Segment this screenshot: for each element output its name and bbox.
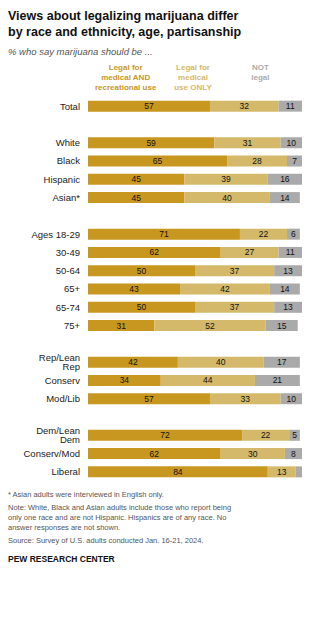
svg-text:Black: Black	[57, 155, 80, 166]
svg-text:42: 42	[220, 284, 230, 294]
svg-text:31: 31	[243, 138, 253, 148]
svg-text:14: 14	[280, 284, 290, 294]
svg-text:65: 65	[153, 156, 163, 166]
svg-text:Mod/Lib: Mod/Lib	[46, 393, 80, 404]
svg-text:50-64: 50-64	[56, 265, 80, 276]
svg-text:30: 30	[248, 449, 258, 459]
svg-text:5: 5	[292, 430, 297, 440]
svg-text:72: 72	[160, 430, 170, 440]
svg-text:31: 31	[116, 321, 126, 331]
svg-text:Liberal: Liberal	[51, 466, 80, 477]
svg-text:Rep/LeanRep: Rep/LeanRep	[39, 352, 80, 373]
svg-text:32: 32	[239, 101, 249, 111]
svg-text:Hispanic: Hispanic	[44, 174, 81, 185]
svg-text:16: 16	[280, 174, 290, 184]
svg-text:52: 52	[205, 321, 215, 331]
svg-text:40: 40	[216, 357, 226, 367]
svg-text:59: 59	[146, 138, 156, 148]
svg-text:45: 45	[131, 174, 141, 184]
svg-text:62: 62	[150, 247, 160, 257]
svg-text:Conserv/Mod: Conserv/Mod	[24, 448, 81, 459]
html-text:NOT legal: NOT legal	[251, 63, 270, 82]
svg-text:17: 17	[277, 357, 287, 367]
svg-text:62: 62	[150, 449, 160, 459]
svg-text:Ages 18-29: Ages 18-29	[31, 229, 80, 240]
svg-text:7: 7	[292, 156, 297, 166]
svg-text:65+: 65+	[64, 283, 81, 294]
svg-text:42: 42	[128, 357, 138, 367]
svg-text:65-74: 65-74	[56, 302, 80, 313]
svg-text:Dem/LeanDem: Dem/LeanDem	[36, 425, 80, 446]
svg-text:White: White	[56, 137, 80, 148]
svg-text:13: 13	[283, 266, 293, 276]
svg-text:33: 33	[241, 394, 251, 404]
svg-text:10: 10	[287, 138, 297, 148]
html-text:Source: Survey of U.S. adults: Source: Survey of U.S. adults conducted …	[8, 536, 204, 545]
svg-text:37: 37	[230, 302, 240, 312]
html-text:PEW RESEARCH CENTER: PEW RESEARCH CENTER	[8, 554, 115, 564]
html-text:% who say marijuana should be: % who say marijuana should be ...	[8, 46, 153, 57]
svg-text:27: 27	[245, 247, 255, 257]
html-text:Views about legalizing marijua: Views about legalizing marijuana differ …	[8, 9, 242, 39]
svg-text:15: 15	[277, 321, 287, 331]
svg-text:14: 14	[280, 193, 290, 203]
svg-text:10: 10	[287, 394, 297, 404]
svg-text:11: 11	[286, 101, 295, 111]
svg-text:Total: Total	[60, 101, 80, 112]
svg-text:Asian*: Asian*	[53, 192, 81, 203]
svg-text:Conserv: Conserv	[45, 375, 81, 386]
svg-text:21: 21	[273, 375, 283, 385]
html-text:Legal for medical use ONLY: Legal for medical use ONLY	[174, 63, 212, 92]
svg-text:34: 34	[120, 375, 130, 385]
svg-text:57: 57	[144, 101, 154, 111]
svg-text:84: 84	[173, 467, 183, 477]
svg-text:28: 28	[252, 156, 262, 166]
svg-text:50: 50	[137, 302, 147, 312]
svg-text:37: 37	[230, 266, 240, 276]
svg-text:71: 71	[159, 229, 169, 239]
svg-text:30-49: 30-49	[56, 247, 80, 258]
svg-text:44: 44	[203, 375, 213, 385]
svg-text:8: 8	[291, 449, 296, 459]
svg-text:57: 57	[144, 394, 154, 404]
svg-text:75+: 75+	[64, 320, 81, 331]
svg-text:6: 6	[291, 229, 296, 239]
svg-text:39: 39	[221, 174, 231, 184]
svg-text:40: 40	[222, 193, 232, 203]
svg-text:11: 11	[286, 247, 295, 257]
svg-text:22: 22	[261, 430, 271, 440]
svg-text:50: 50	[137, 266, 147, 276]
svg-text:45: 45	[131, 193, 141, 203]
svg-text:22: 22	[259, 229, 269, 239]
svg-text:43: 43	[129, 284, 139, 294]
svg-text:13: 13	[277, 467, 287, 477]
svg-text:13: 13	[283, 302, 293, 312]
html-text:* Asian adults were interviewe: * Asian adults were interviewed in Engli…	[8, 490, 164, 499]
html-text:Legal for medical AND recreati: Legal for medical AND recreational use	[95, 63, 157, 92]
html-text:Note: White, Black and Asian a: Note: White, Black and Asian adults incl…	[8, 503, 232, 532]
